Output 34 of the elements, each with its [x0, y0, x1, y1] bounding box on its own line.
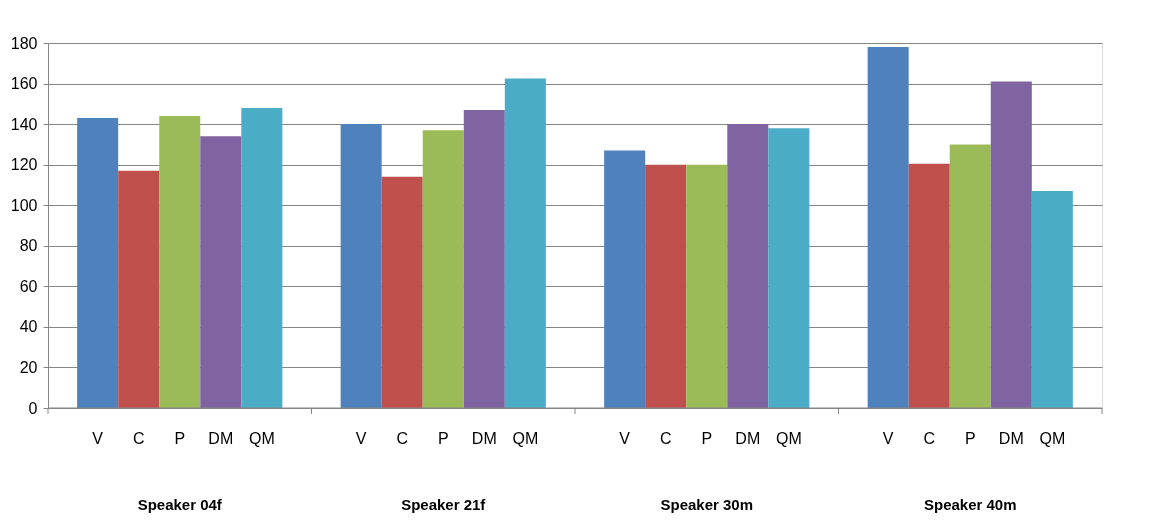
x-tick-label: DM — [735, 430, 761, 447]
x-tick-label: C — [659, 430, 672, 447]
text: Speaker 40m — [923, 496, 1017, 513]
x-tick-label: DM — [471, 430, 497, 447]
x-tick-label: C — [396, 430, 408, 447]
y-tick-label: 180 — [10, 34, 38, 52]
x-tick-label: V — [619, 430, 631, 447]
text: Speaker 21f — [401, 496, 487, 513]
y-tick-label: 100 — [10, 196, 38, 214]
x-tick-label: V — [92, 430, 104, 447]
x-tick-label: V — [882, 430, 894, 447]
x-tick-label: P — [174, 430, 186, 447]
y-tick-label: 80 — [19, 237, 38, 255]
x-tick-label: DM — [208, 430, 234, 447]
x-tick-label: P — [437, 430, 449, 447]
y-tick-label: 20 — [19, 358, 38, 376]
y-tick-label: 120 — [10, 156, 38, 174]
x-tick-label: QM — [512, 430, 539, 447]
y-tick-label: 140 — [10, 115, 38, 133]
x-tick-label: DM — [998, 430, 1024, 447]
x-tick-label: QM — [248, 430, 275, 447]
text: Speaker 30m — [660, 496, 754, 513]
x-tick-label: QM — [775, 430, 802, 447]
x-tick-label: P — [964, 430, 976, 447]
x-tick-label: QM — [1039, 430, 1066, 447]
x-tick-label: C — [132, 430, 145, 447]
y-tick-label: 160 — [10, 75, 38, 93]
x-tick-label: P — [701, 430, 713, 447]
x-tick-label: V — [355, 430, 367, 447]
y-tick-label: 60 — [19, 277, 38, 295]
y-tick-label: 40 — [19, 318, 38, 336]
y-tick-label: 0 — [28, 399, 38, 417]
x-tick-label: C — [923, 430, 935, 447]
text: Speaker 04f — [137, 496, 223, 513]
